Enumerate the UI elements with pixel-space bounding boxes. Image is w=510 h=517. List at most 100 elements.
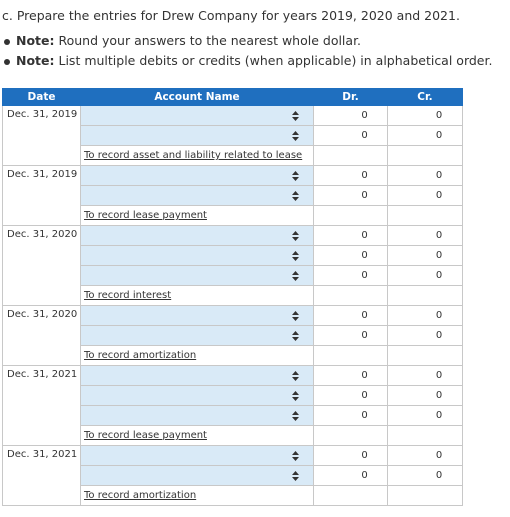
instructions-title: c. Prepare the entries for Drew Company … — [2, 8, 460, 23]
up-down-arrows-icon[interactable] — [292, 450, 299, 461]
header-date: Date — [2, 88, 81, 106]
entry-date: Dec. 31, 2019 — [2, 105, 81, 166]
up-down-arrows-icon[interactable] — [292, 310, 299, 321]
debit-input[interactable]: 0 — [313, 245, 388, 266]
note-text: Round your answers to the nearest whole … — [54, 33, 362, 48]
account-name-select[interactable] — [80, 325, 314, 346]
blank-cell — [313, 205, 388, 226]
account-name-select[interactable] — [80, 165, 314, 186]
journal-entry-table: Date Account Name Dr. Cr. Dec. 31, 2019 0… — [2, 88, 463, 506]
header-debit: Dr. — [313, 88, 388, 106]
account-name-select[interactable] — [80, 185, 314, 206]
entry-date: Dec. 31, 2020 — [2, 225, 81, 306]
memo-cell: To record lease payment — [80, 205, 314, 226]
credit-input[interactable]: 0 — [387, 125, 463, 146]
credit-input[interactable]: 0 — [387, 405, 463, 426]
up-down-arrows-icon[interactable] — [292, 330, 299, 341]
up-down-arrows-icon[interactable] — [292, 130, 299, 141]
account-name-select[interactable] — [80, 365, 314, 386]
credit-input[interactable]: 0 — [387, 265, 463, 286]
debit-input[interactable]: 0 — [313, 325, 388, 346]
credit-input[interactable]: 0 — [387, 325, 463, 346]
account-name-select[interactable] — [80, 445, 314, 466]
credit-input[interactable]: 0 — [387, 225, 463, 246]
blank-cell — [313, 145, 388, 166]
account-name-select[interactable] — [80, 305, 314, 326]
up-down-arrows-icon[interactable] — [292, 110, 299, 121]
entry-memo: To record lease payment — [84, 210, 207, 221]
entry-date: Dec. 31, 2021 — [2, 365, 81, 446]
credit-input[interactable]: 0 — [387, 445, 463, 466]
credit-input[interactable]: 0 — [387, 165, 463, 186]
entry-memo: To record lease payment — [84, 430, 207, 441]
up-down-arrows-icon[interactable] — [292, 170, 299, 181]
debit-input[interactable]: 0 — [313, 465, 388, 486]
debit-value: 0 — [361, 330, 368, 341]
debit-value: 0 — [361, 250, 368, 261]
account-name-select[interactable] — [80, 465, 314, 486]
debit-input[interactable]: 0 — [313, 105, 388, 126]
up-down-arrows-icon[interactable] — [292, 370, 299, 381]
debit-input[interactable]: 0 — [313, 265, 388, 286]
up-down-arrows-icon[interactable] — [292, 470, 299, 481]
entry-memo: To record asset and liability related to… — [84, 150, 303, 161]
up-down-arrows-icon[interactable] — [292, 230, 299, 241]
header-account-name: Account Name — [80, 88, 314, 106]
up-down-arrows-icon[interactable] — [292, 390, 299, 401]
credit-input[interactable]: 0 — [387, 185, 463, 206]
debit-value: 0 — [361, 370, 368, 381]
debit-value: 0 — [361, 450, 368, 461]
account-name-select[interactable] — [80, 125, 314, 146]
debit-input[interactable]: 0 — [313, 165, 388, 186]
up-down-arrows-icon[interactable] — [292, 410, 299, 421]
debit-input[interactable]: 0 — [313, 225, 388, 246]
credit-input[interactable]: 0 — [387, 105, 463, 126]
blank-cell — [313, 285, 388, 306]
debit-input[interactable]: 0 — [313, 365, 388, 386]
up-down-arrows-icon[interactable] — [292, 250, 299, 261]
debit-value: 0 — [361, 270, 368, 281]
blank-cell — [387, 485, 463, 506]
account-name-select[interactable] — [80, 405, 314, 426]
up-down-arrows-icon[interactable] — [292, 270, 299, 281]
memo-row: To record asset and liability related to… — [3, 145, 463, 166]
memo-cell: To record interest — [80, 285, 314, 306]
account-name-select[interactable] — [80, 385, 314, 406]
blank-cell — [387, 145, 463, 166]
credit-value: 0 — [435, 390, 443, 401]
entry-row: Dec. 31, 2020 0 0 — [2, 305, 463, 366]
memo-row: To record lease payment — [3, 425, 463, 446]
account-name-select[interactable] — [80, 265, 314, 286]
credit-value: 0 — [435, 110, 443, 121]
credit-input[interactable]: 0 — [387, 245, 463, 266]
account-name-select[interactable] — [80, 225, 314, 246]
credit-input[interactable]: 0 — [387, 385, 463, 406]
debit-input[interactable]: 0 — [313, 405, 388, 426]
debit-value: 0 — [361, 410, 368, 421]
debit-input[interactable]: 0 — [313, 385, 388, 406]
entry-memo: To record amortization — [84, 490, 197, 501]
credit-input[interactable]: 0 — [387, 465, 463, 486]
memo-cell: To record asset and liability related to… — [80, 145, 314, 166]
debit-input[interactable]: 0 — [313, 305, 388, 326]
account-name-select[interactable] — [80, 105, 314, 126]
memo-row: To record amortization — [3, 485, 463, 506]
credit-input[interactable]: 0 — [387, 305, 463, 326]
account-name-select[interactable] — [80, 245, 314, 266]
credit-input[interactable]: 0 — [387, 365, 463, 386]
debit-input[interactable]: 0 — [313, 125, 388, 146]
debit-input[interactable]: 0 — [313, 445, 388, 466]
credit-value: 0 — [435, 470, 443, 481]
journal-body: Dec. 31, 2019 0 0 0 0 To record asset and lia… — [2, 105, 463, 506]
credit-value: 0 — [435, 310, 443, 321]
entry-row: Dec. 31, 2021 0 0 — [2, 445, 463, 506]
up-down-arrows-icon[interactable] — [292, 190, 299, 201]
credit-value: 0 — [435, 130, 443, 141]
debit-input[interactable]: 0 — [313, 185, 388, 206]
